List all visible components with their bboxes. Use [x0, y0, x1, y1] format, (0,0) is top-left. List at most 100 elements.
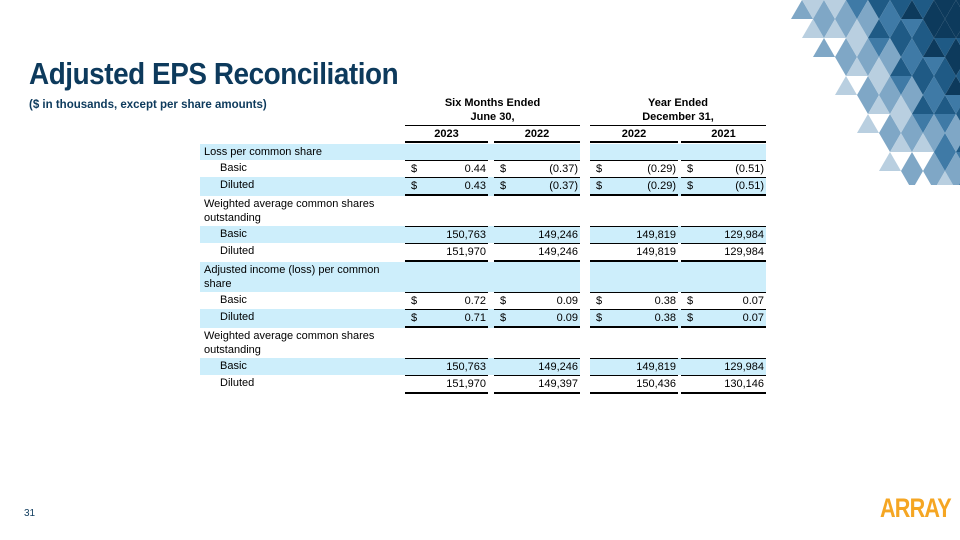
triangle [956, 145, 960, 152]
cell: 129,984 [681, 226, 766, 243]
gap [580, 309, 590, 328]
currency-symbol: $ [411, 295, 418, 307]
currency-symbol: $ [596, 312, 603, 324]
amount: 149,397 [538, 378, 578, 390]
decoration [791, 0, 960, 185]
amount: 149,819 [636, 229, 676, 241]
triangle [923, 133, 945, 152]
triangle [857, 38, 879, 57]
row-label: Diluted [200, 177, 405, 196]
column-header: 2022 [494, 128, 580, 143]
group-header: Year Ended December 31, [590, 96, 766, 126]
row-label: Basic [200, 226, 405, 243]
amount: 129,984 [724, 361, 764, 373]
triangle [879, 57, 901, 76]
triangle [923, 95, 945, 114]
triangle [879, 0, 901, 19]
triangle [868, 38, 890, 57]
cell: $ (0.37) [494, 177, 580, 196]
triangle [879, 152, 901, 171]
cell: $0.72 [405, 292, 488, 309]
triangle [945, 95, 960, 114]
amount: (0.29) [647, 163, 676, 175]
triangle [956, 107, 960, 114]
triangle [868, 76, 890, 95]
table-row: Basic $0.44 $ (0.37) $ (0.29) $ (0.51) [200, 160, 766, 177]
triangle [956, 69, 960, 76]
gap [580, 160, 590, 177]
triangle [890, 114, 912, 133]
gap [580, 196, 590, 226]
table-row: Diluted $0.71 $0.09 $0.38 $0.07 [200, 309, 766, 328]
triangle [890, 19, 912, 38]
triangle [868, 57, 890, 76]
triangle [813, 0, 835, 19]
triangle [901, 133, 923, 152]
cell [494, 328, 580, 358]
cell [494, 262, 580, 292]
currency-symbol: $ [687, 312, 694, 324]
gap [678, 144, 681, 160]
column-header: 2023 [405, 128, 488, 143]
amount: 150,763 [446, 229, 486, 241]
currency-symbol: $ [500, 295, 507, 307]
triangle [956, 114, 960, 121]
cell: 149,246 [494, 226, 580, 243]
gap [488, 309, 494, 328]
gap [678, 177, 681, 196]
amount: 151,970 [446, 246, 486, 258]
triangle [813, 19, 835, 38]
amount: 0.38 [654, 295, 676, 307]
cell: 150,763 [405, 358, 488, 375]
cell [405, 144, 488, 160]
amount: 150,763 [446, 361, 486, 373]
triangle [901, 114, 923, 133]
group-header-line: June 30, [470, 111, 515, 123]
triangle [846, 57, 868, 76]
table-row: Weighted average common shares outstandi… [200, 196, 766, 226]
gap [678, 226, 681, 243]
cell [681, 144, 766, 160]
cell: $ (0.51) [681, 177, 766, 196]
row-label: Adjusted income (loss) per common share [200, 262, 405, 292]
triangle [802, 19, 824, 38]
gap [488, 358, 494, 375]
group-header-line: Year Ended [648, 97, 708, 109]
triangle [901, 95, 923, 114]
cell: 149,819 [590, 358, 678, 375]
cell [494, 144, 580, 160]
amount: 0.09 [556, 295, 578, 307]
table-row: Adjusted income (loss) per common share [200, 262, 766, 292]
cell: 149,819 [590, 226, 678, 243]
triangle [901, 152, 923, 171]
triangle [923, 114, 945, 133]
cell: $ (0.37) [494, 160, 580, 177]
row-label: Basic [220, 294, 247, 306]
amount: 151,970 [446, 378, 486, 390]
triangle [912, 57, 934, 76]
triangle [824, 0, 846, 19]
triangle [956, 0, 960, 7]
currency-symbol: $ [500, 312, 507, 324]
gap [678, 309, 681, 328]
cell [405, 328, 488, 358]
triangle [901, 171, 923, 185]
gap [678, 262, 681, 292]
triangle [857, 19, 879, 38]
group-header: Six Months Ended June 30, [405, 96, 580, 126]
currency-symbol: $ [411, 312, 418, 324]
row-label: Basic [220, 162, 247, 174]
triangle [945, 76, 960, 95]
triangle [945, 0, 960, 19]
group-header-row: Six Months Ended June 30, Year Ended Decemb… [200, 96, 766, 128]
gap [580, 243, 590, 262]
cell: 150,436 [590, 375, 678, 394]
triangle [923, 38, 945, 57]
triangle [868, 19, 890, 38]
gap [580, 144, 590, 160]
cell: 149,397 [494, 375, 580, 394]
triangle [857, 76, 879, 95]
triangle [868, 95, 890, 114]
table-row: Weighted average common shares outstandi… [200, 328, 766, 358]
triangle [945, 57, 960, 76]
